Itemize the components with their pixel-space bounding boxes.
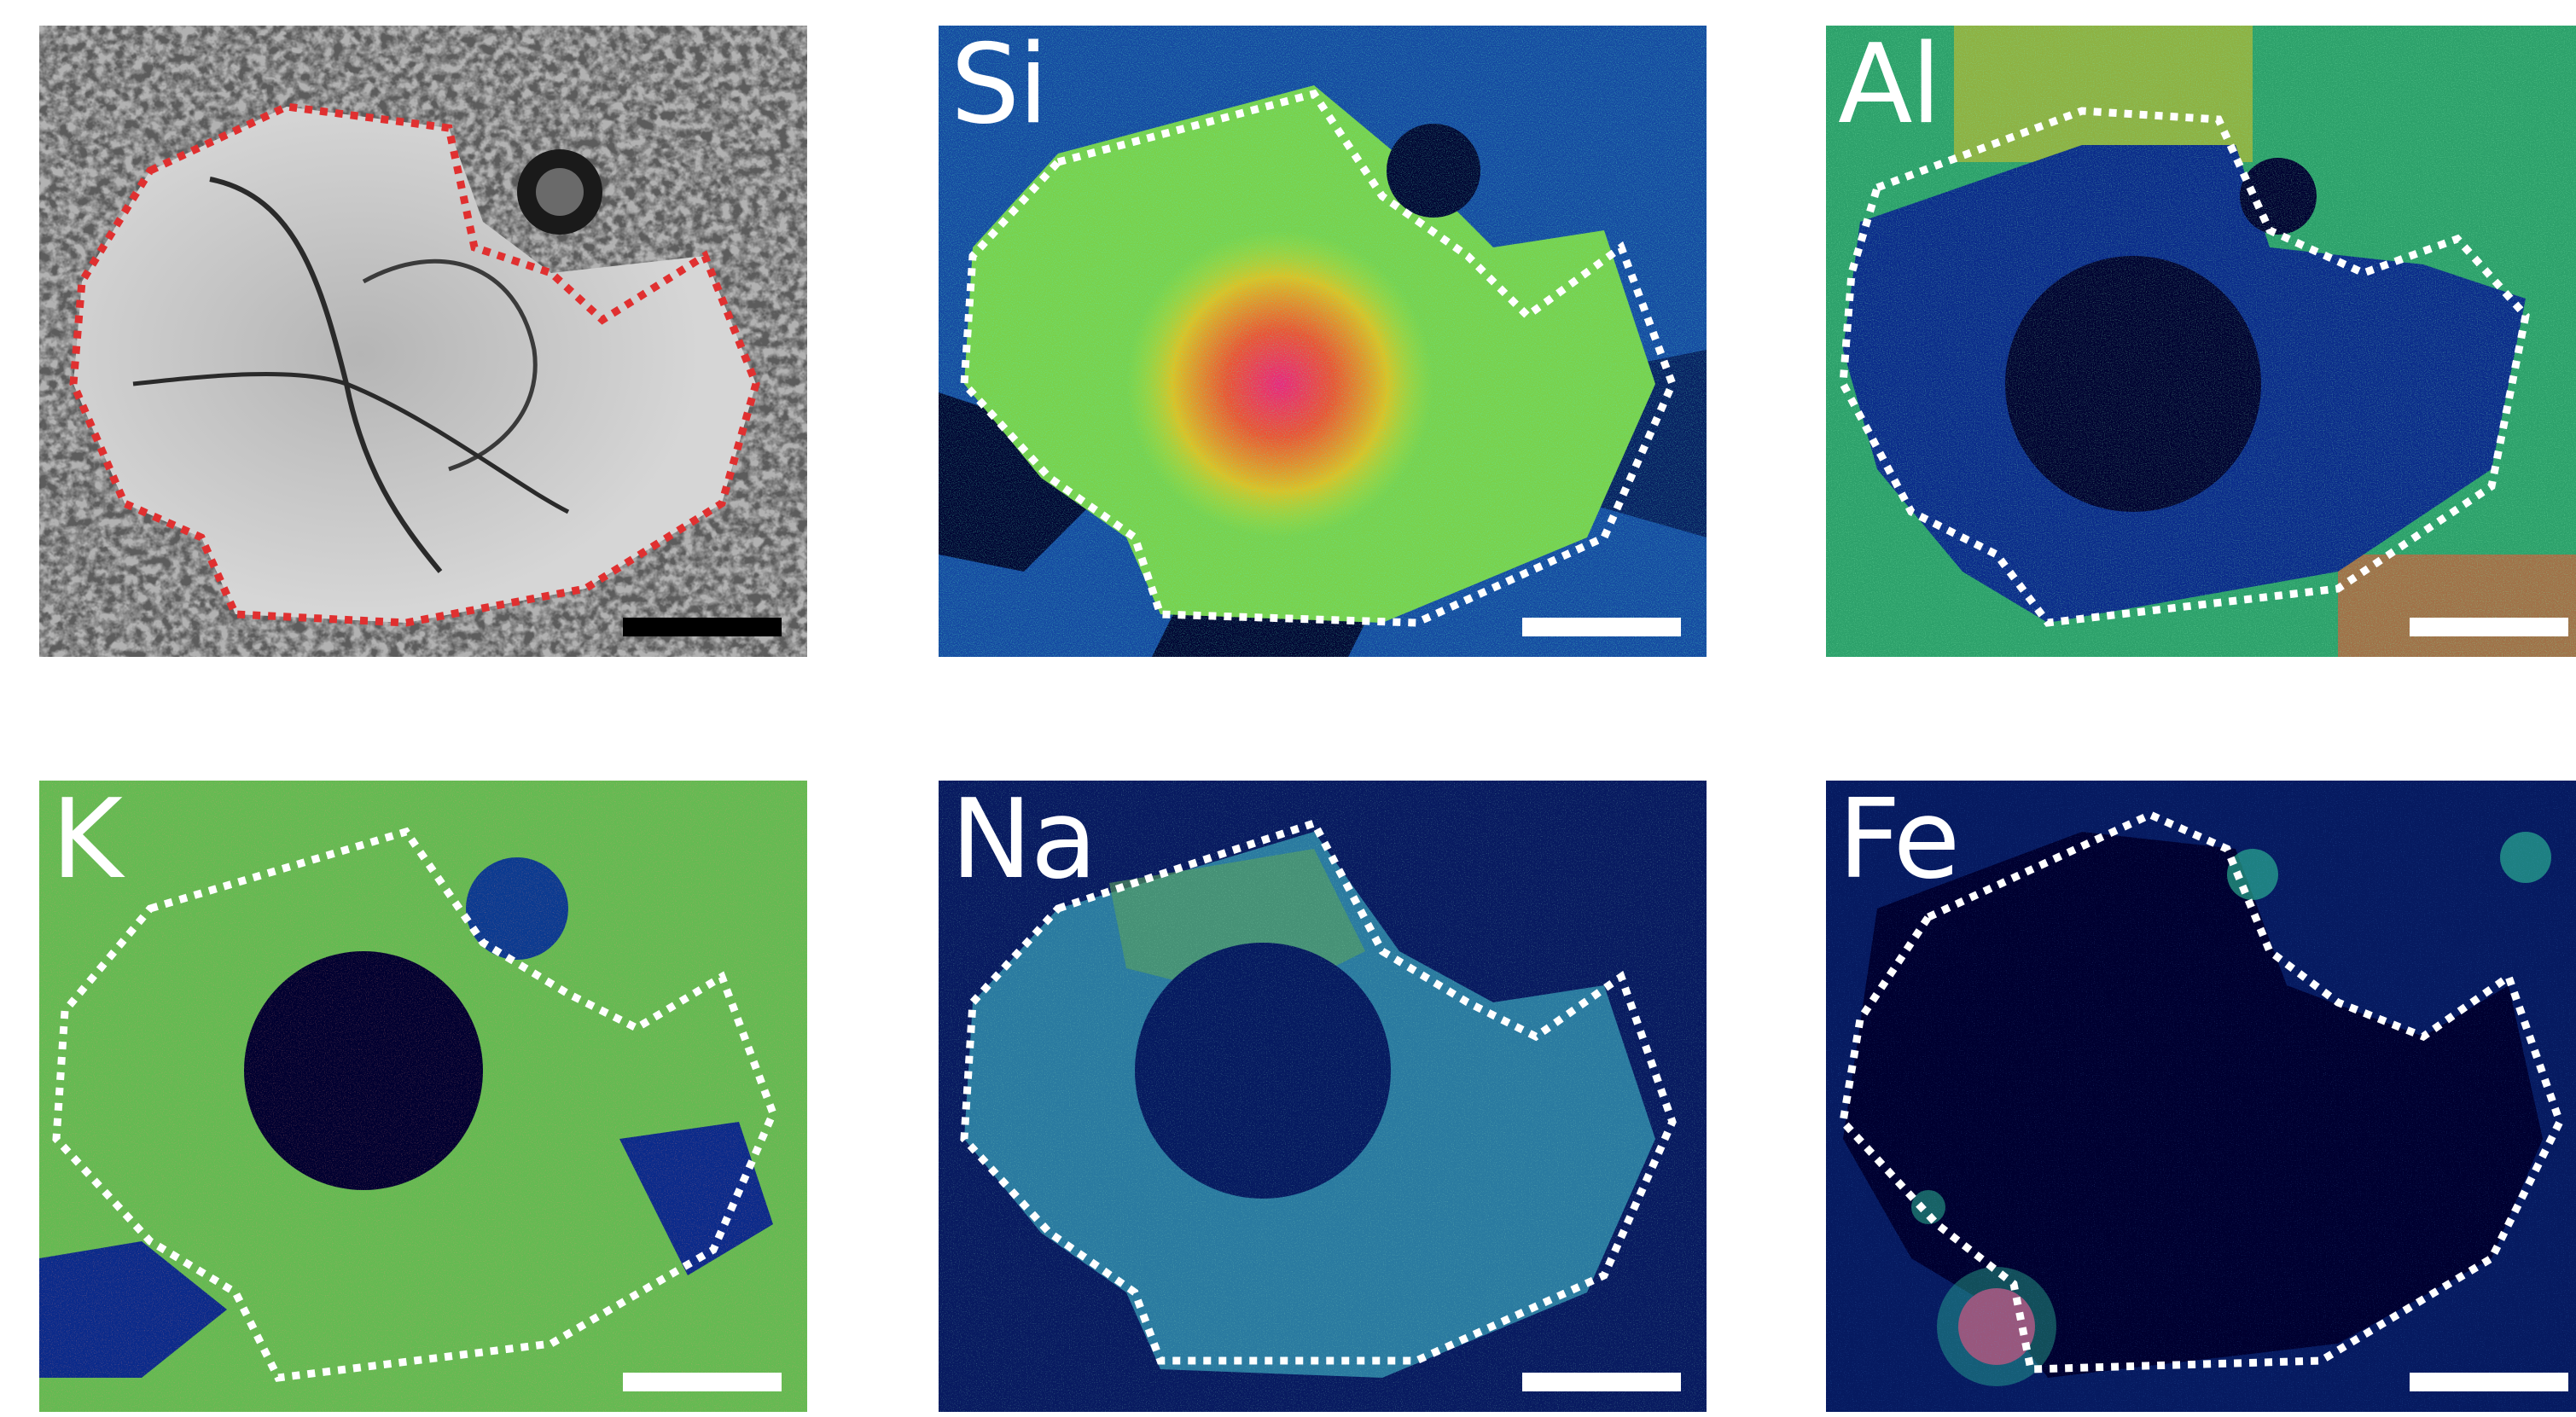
k-map [39,781,807,1412]
particle-outline [1839,810,2564,1373]
fe-map [1826,781,2576,1412]
element-label: Al [1838,26,1941,148]
scale-bar [1522,1373,1681,1391]
scale-bar [623,618,782,636]
fe-map-panel: Fe [1826,781,2576,1412]
element-label: Na [951,781,1097,903]
element-label: K [51,781,123,903]
si-map-panel: Si [939,26,1707,657]
element-label: Si [951,26,1049,148]
particle-outline [960,818,1677,1365]
scale-bar [623,1373,782,1391]
scale-bar [1522,618,1681,636]
scale-bar [2410,618,2568,636]
al-map-panel: Al [1826,26,2576,657]
sem-image [39,26,807,657]
k-map-panel: K [39,781,807,1412]
particle-outline [69,102,760,627]
sem-image-panel [39,26,807,657]
scale-bar [2410,1373,2568,1391]
na-map [939,781,1707,1412]
particle-outline [52,827,777,1382]
particle-outline [960,89,1677,627]
al-map [1826,26,2576,657]
na-map-panel: Na [939,781,1707,1412]
particle-outline [1839,107,2530,627]
element-label: Fe [1838,781,1960,903]
si-map [939,26,1707,657]
